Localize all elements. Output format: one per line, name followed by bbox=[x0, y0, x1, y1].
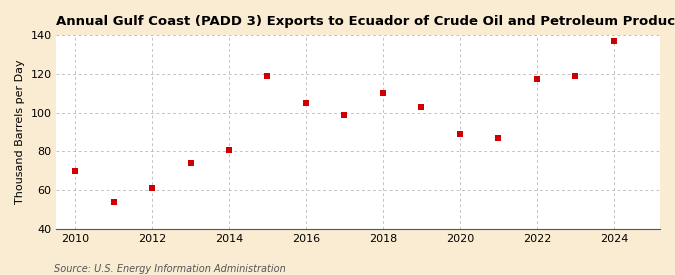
Point bbox=[70, 169, 80, 173]
Text: Annual Gulf Coast (PADD 3) Exports to Ecuador of Crude Oil and Petroleum Product: Annual Gulf Coast (PADD 3) Exports to Ec… bbox=[56, 15, 675, 28]
Point bbox=[377, 91, 388, 95]
Point bbox=[108, 200, 119, 204]
Point bbox=[416, 104, 427, 109]
Point bbox=[608, 38, 619, 43]
Text: Source: U.S. Energy Information Administration: Source: U.S. Energy Information Administ… bbox=[54, 264, 286, 274]
Point bbox=[262, 73, 273, 78]
Y-axis label: Thousand Barrels per Day: Thousand Barrels per Day bbox=[15, 60, 25, 204]
Point bbox=[339, 112, 350, 117]
Point bbox=[570, 73, 580, 78]
Point bbox=[146, 186, 157, 191]
Point bbox=[223, 147, 234, 152]
Point bbox=[493, 136, 504, 140]
Point bbox=[531, 77, 542, 82]
Point bbox=[300, 101, 311, 105]
Point bbox=[185, 161, 196, 165]
Point bbox=[454, 132, 465, 136]
